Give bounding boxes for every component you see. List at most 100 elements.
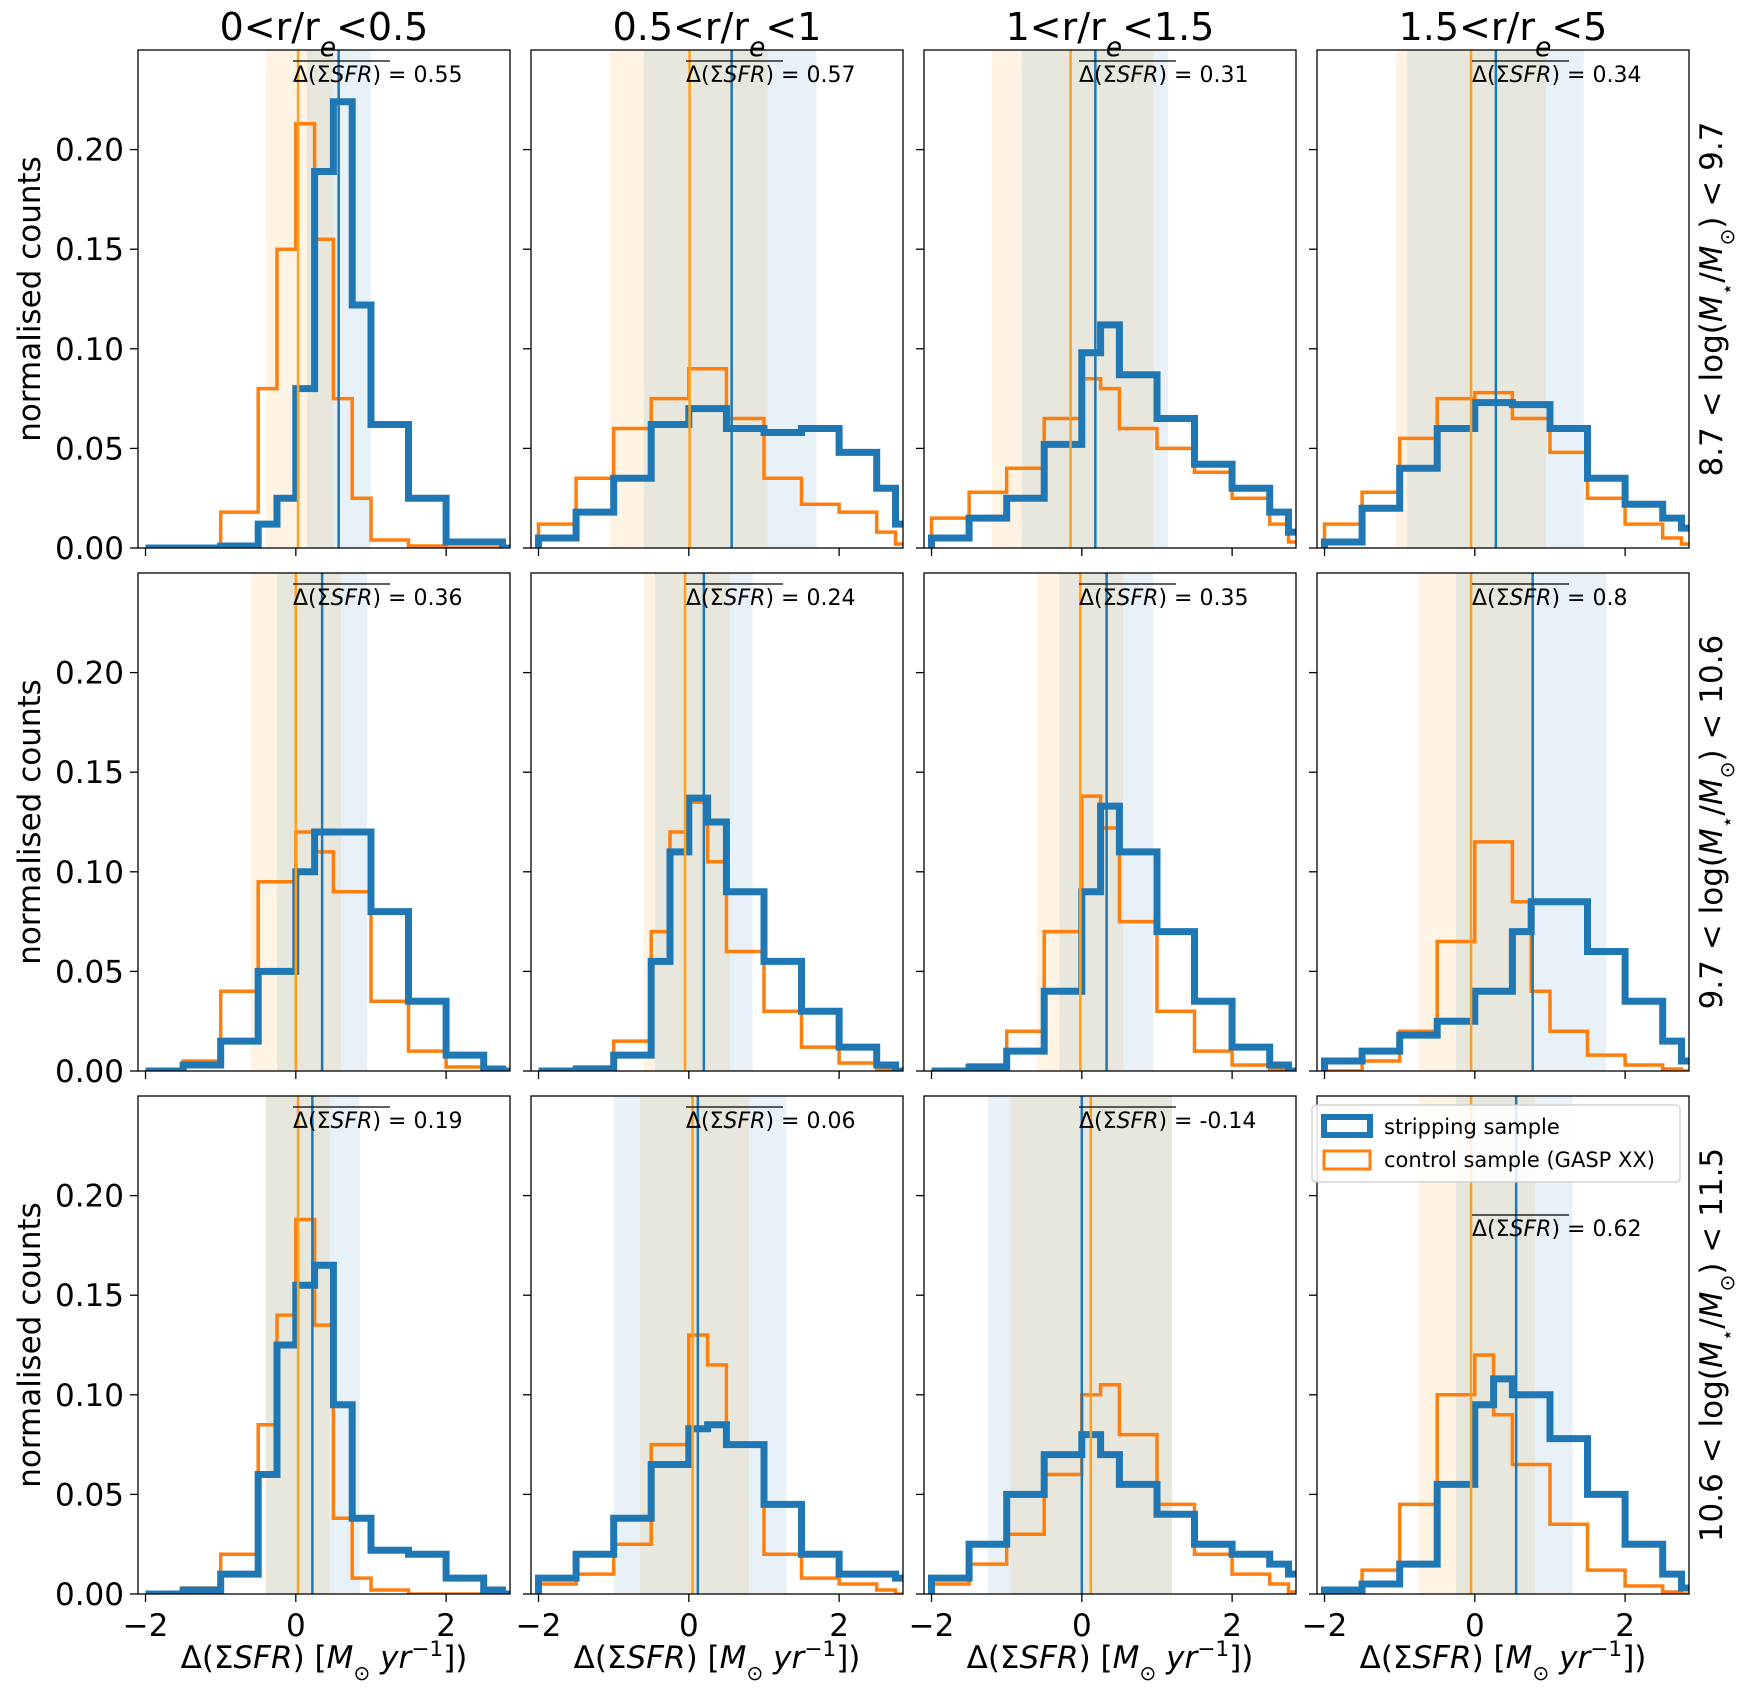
- y-tick-label: 0.05: [55, 1477, 124, 1513]
- panel-r1-c1: Δ(ΣSFR) = 0.24: [523, 572, 904, 1079]
- panel-frame: [1316, 49, 1690, 549]
- control-band: [991, 50, 1154, 548]
- x-axis-label-3: Δ(ΣSFR) [M⊙ yr−1]): [1360, 1637, 1647, 1686]
- panel-r0-c3: Δ(ΣSFR) = 0.34: [1309, 49, 1690, 556]
- y-tick-label: 0.10: [55, 855, 124, 891]
- row-label-0: 8.7 < log(M⋆/M⊙) < 9.7: [1694, 122, 1739, 477]
- panel-frame: [137, 572, 511, 1072]
- x-axis-label-2: Δ(ΣSFR) [M⊙ yr−1]): [967, 1637, 1254, 1686]
- panel-frame: [1316, 1095, 1690, 1595]
- x-tick-label: 0: [1072, 1608, 1092, 1644]
- y-axis-label: normalised counts: [12, 156, 48, 442]
- x-tick-label: 2: [436, 1608, 456, 1644]
- panel-frame: [923, 49, 1297, 549]
- x-tick-label: 2: [829, 1608, 849, 1644]
- y-tick-label: 0.05: [55, 954, 124, 990]
- y-tick-label: 0.20: [55, 133, 124, 169]
- mean-difference-annotation: Δ(ΣSFR) = -0.14: [1079, 1109, 1256, 1134]
- panel-frame: [530, 572, 904, 1072]
- x-tick-label: 2: [1222, 1608, 1242, 1644]
- control-histogram: [145, 121, 510, 548]
- panel-frame: [923, 572, 1297, 1072]
- y-tick-label: 0.10: [55, 332, 124, 368]
- x-tick-label: −2: [123, 1608, 169, 1644]
- x-tick-label: −2: [516, 1608, 562, 1644]
- control-histogram: [536, 1333, 903, 1594]
- mean-difference-annotation: Δ(ΣSFR) = 0.55: [293, 63, 462, 88]
- panel-frame: [137, 49, 511, 549]
- x-tick-label: 2: [1615, 1608, 1635, 1644]
- legend-control-label: control sample (GASP XX): [1384, 1148, 1655, 1172]
- y-tick-label: 0.00: [55, 531, 124, 567]
- panel-r2-c2: −2 0 2 Δ(ΣSFR) = -0.14: [909, 1095, 1297, 1644]
- control-histogram: [538, 800, 903, 1071]
- stripping-histogram: [928, 1431, 1296, 1594]
- legend-box: [1311, 1104, 1681, 1183]
- y-tick-label: 0.05: [55, 431, 124, 467]
- legend-stripping-swatch: [1321, 1114, 1373, 1138]
- stripping-band: [987, 1096, 1172, 1594]
- mean-difference-annotation: Δ(ΣSFR) = 0.35: [1079, 586, 1248, 611]
- y-tick-label: 0.15: [55, 755, 124, 791]
- panel-r1-c2: Δ(ΣSFR) = 0.35: [916, 572, 1297, 1079]
- x-tick-label: −2: [1302, 1608, 1348, 1644]
- stripping-histogram: [1321, 399, 1689, 548]
- y-tick-label: 0.10: [55, 1378, 124, 1414]
- panel-r0-c2: Δ(ΣSFR) = 0.31: [916, 49, 1297, 556]
- mean-difference-annotation: Δ(ΣSFR) = 0.06: [686, 1109, 855, 1134]
- x-tick-label: −2: [909, 1608, 955, 1644]
- panel-r0-c0: 0.00 0.05 0.10 0.15 0.20 Δ(ΣSFR) = 0.55: [55, 49, 511, 567]
- x-axis-label-1: Δ(ΣSFR) [M⊙ yr−1]): [574, 1637, 861, 1686]
- stripping-histogram: [538, 794, 903, 1071]
- column-title-0: 0<r/re<0.5: [220, 5, 429, 63]
- figure-labels: 0<r/re<0.5 0.5<r/re<1 1<r/re<1.5 1.5<r/re<5…: [12, 5, 1739, 1685]
- control-histogram: [1322, 390, 1689, 548]
- column-title-2: 1<r/re<1.5: [1006, 5, 1215, 63]
- column-title-3: 1.5<r/re<5: [1399, 5, 1608, 63]
- stripping-histogram: [145, 1261, 510, 1594]
- panel-grid: 0.00 0.05 0.10 0.15 0.20 Δ(ΣSFR) = 0.55 Δ(ΣSFR…: [55, 49, 1690, 1644]
- mean-difference-annotation: Δ(ΣSFR) = 0.34: [1472, 63, 1641, 88]
- y-axis-label: normalised counts: [12, 679, 48, 965]
- mean-difference-annotation: Δ(ΣSFR) = 0.19: [293, 1109, 462, 1134]
- panel-frame: [530, 1095, 904, 1595]
- stripping-histogram: [535, 405, 903, 548]
- x-tick-label: 0: [679, 1608, 699, 1644]
- y-tick-label: 0.15: [55, 232, 124, 268]
- stripping-histogram: [928, 321, 1296, 548]
- y-tick-label: 0.00: [55, 1054, 124, 1090]
- stripping-band: [643, 50, 817, 548]
- stripping-histogram: [1321, 898, 1689, 1071]
- y-tick-label: 0.20: [55, 1179, 124, 1215]
- panel-frame: [137, 1095, 511, 1595]
- y-tick-label: 0.20: [55, 656, 124, 692]
- control-histogram: [929, 1383, 1296, 1594]
- stripping-histogram: [1321, 1375, 1689, 1594]
- x-tick-label: 0: [286, 1608, 306, 1644]
- mean-difference-annotation: Δ(ΣSFR) = 0.24: [686, 586, 855, 611]
- mean-difference-annotation: Δ(ΣSFR) = 0.62: [1472, 1217, 1641, 1242]
- panel-r1-c3: Δ(ΣSFR) = 0.8: [1309, 572, 1690, 1079]
- y-tick-label: 0.15: [55, 1278, 124, 1314]
- panel-r2-c0: 0.00 0.05 0.10 0.15 0.20 −2 0 2 Δ(ΣSFR) = 0.19: [55, 1095, 511, 1644]
- legend-stripping-label: stripping sample: [1384, 1115, 1560, 1139]
- row-label-2: 10.6 < log(M⋆/M⊙) < 11.5: [1694, 1148, 1739, 1542]
- stripping-histogram: [145, 828, 510, 1071]
- panel-frame: [530, 49, 904, 549]
- panel-frame: [923, 1095, 1297, 1595]
- y-tick-label: 0.00: [55, 1577, 124, 1613]
- x-axis-label-0: Δ(ΣSFR) [M⊙ yr−1]): [181, 1637, 468, 1686]
- mean-difference-annotation: Δ(ΣSFR) = 0.36: [293, 586, 462, 611]
- control-histogram: [145, 1217, 510, 1594]
- legend-control-swatch: [1322, 1149, 1372, 1171]
- column-title-1: 0.5<r/re<1: [613, 5, 822, 63]
- row-label-1: 9.7 < log(M⋆/M⊙) < 10.6: [1694, 635, 1739, 1010]
- stripping-band: [613, 1096, 787, 1594]
- y-axis-label: normalised counts: [12, 1202, 48, 1488]
- mean-difference-annotation: Δ(ΣSFR) = 0.31: [1079, 63, 1248, 88]
- mean-difference-annotation: Δ(ΣSFR) = 0.57: [686, 63, 855, 88]
- panel-r0-c1: Δ(ΣSFR) = 0.57: [523, 49, 904, 556]
- control-histogram: [145, 830, 510, 1071]
- panel-r1-c0: 0.00 0.05 0.10 0.15 0.20 Δ(ΣSFR) = 0.36: [55, 572, 511, 1090]
